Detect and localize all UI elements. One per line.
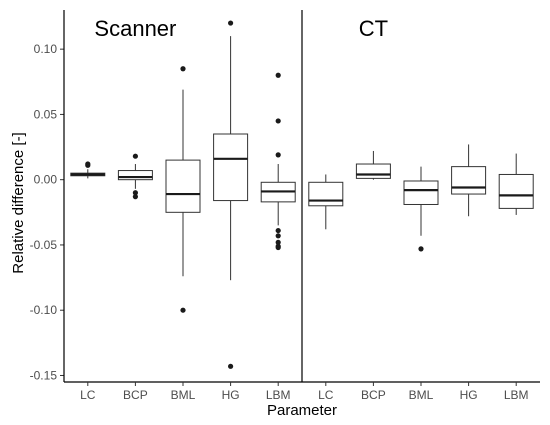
outlier-point-scanner-lbm <box>275 152 281 158</box>
x-tick-label: LBM <box>266 388 291 402</box>
x-tick-label: LC <box>318 388 334 402</box>
outlier-point-scanner-bml <box>180 307 186 313</box>
outlier-point-scanner-lbm <box>275 244 281 251</box>
outlier-point-scanner-bml <box>180 66 186 72</box>
y-tick-label: -0.10 <box>30 303 58 317</box>
x-tick-label: HG <box>460 388 478 402</box>
outlier-point-scanner-lbm <box>275 72 281 78</box>
outlier-point-scanner-lbm <box>275 227 281 234</box>
outlier-point-scanner-hg <box>228 363 234 369</box>
outlier-point-scanner-lbm <box>275 118 281 124</box>
y-tick-label: -0.15 <box>30 368 58 382</box>
y-tick-label: -0.05 <box>30 238 58 252</box>
box-scanner-bcp <box>117 170 153 181</box>
outlier-point-scanner-hg <box>228 20 234 26</box>
y-axis-title: Relative difference [-] <box>10 132 27 273</box>
box-ct-bml <box>403 180 439 205</box>
box-ct-lbm <box>498 173 534 209</box>
box-scanner-bml <box>165 159 201 213</box>
outlier-point-scanner-bcp <box>132 153 138 159</box>
panel-title-scanner: Scanner <box>94 16 176 41</box>
x-tick-label: LC <box>80 388 96 402</box>
x-tick-label: BCP <box>361 388 386 402</box>
x-axis-title: Parameter <box>267 402 337 419</box>
outlier-point-scanner-bcp <box>132 190 138 196</box>
box-scanner-hg <box>213 133 249 202</box>
x-tick-label: BML <box>409 388 434 402</box>
y-tick-label: 0.10 <box>34 42 58 56</box>
panel-title-ct: CT <box>359 16 388 41</box>
outlier-point-scanner-lc <box>85 161 91 167</box>
box-ct-hg <box>451 166 487 195</box>
x-tick-label: HG <box>222 388 240 402</box>
outlier-point-ct-bml <box>418 246 424 252</box>
y-tick-label: 0.05 <box>34 107 58 121</box>
y-tick-label: 0.00 <box>34 173 58 187</box>
x-tick-label: LBM <box>504 388 529 402</box>
outlier-point-scanner-bcp <box>132 194 138 200</box>
x-tick-label: BML <box>171 388 196 402</box>
outlier-point-scanner-lbm <box>275 233 281 239</box>
box-ct-lc <box>308 181 344 207</box>
box-ct-bcp <box>355 163 391 179</box>
outlier-point-scanner-lbm <box>275 239 281 245</box>
x-tick-label: BCP <box>123 388 148 402</box>
